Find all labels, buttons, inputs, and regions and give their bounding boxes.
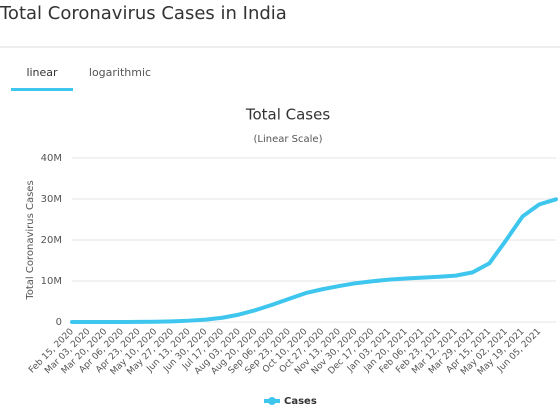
chart-subtitle: (Linear Scale) [254,134,323,145]
tab[interactable]: linear [26,66,58,79]
series-line [70,197,558,324]
page-title: Total Coronavirus Cases in India [0,3,287,24]
y-tick-label: 10M [41,276,62,287]
chart-title: Total Cases [245,106,331,124]
y-tick-label: 0 [56,317,62,328]
y-tick-label: 30M [41,194,62,205]
legend-marker [268,397,276,405]
tab-underline [11,88,73,91]
y-axis-title: Total Coronavirus Cases [25,180,36,300]
legend-label: Cases [284,396,317,407]
tab[interactable]: logarithmic [89,66,151,79]
y-tick-label: 40M [41,153,62,164]
y-tick-label: 20M [41,235,62,246]
